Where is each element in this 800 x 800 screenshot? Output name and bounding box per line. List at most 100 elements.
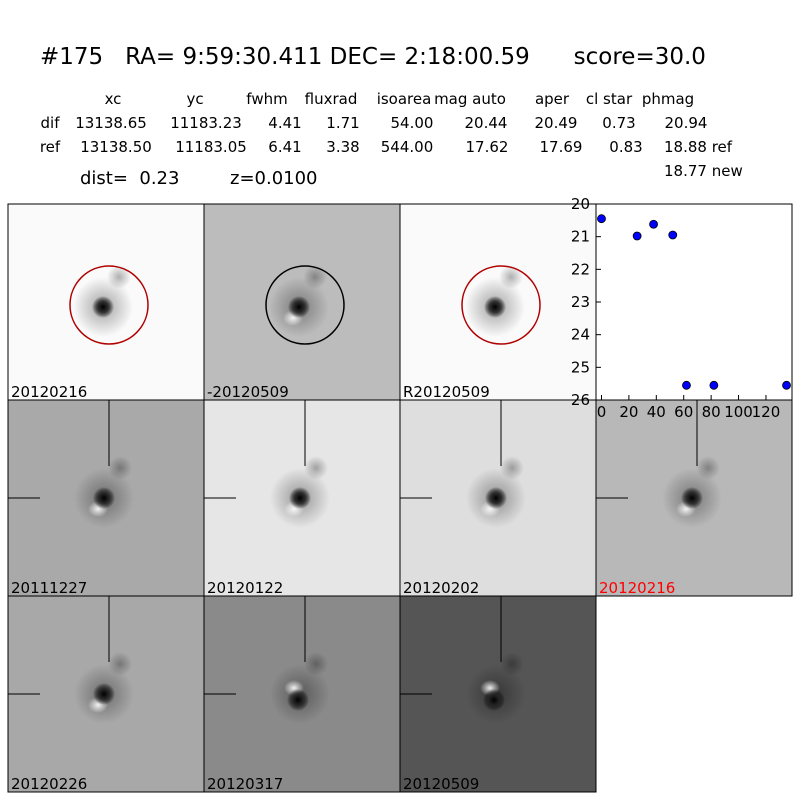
cell: 17.62: [466, 138, 509, 156]
cell: 544.00: [381, 138, 434, 156]
source-core: [484, 296, 506, 318]
x-tick-label: 20: [619, 403, 638, 421]
stamp: 20111227: [7, 399, 205, 597]
column-header: mag auto: [434, 90, 506, 108]
companion: [108, 456, 132, 480]
stamp-frame: [399, 595, 597, 793]
cell: 18.88 ref: [664, 138, 733, 156]
stamp: 20120202: [399, 399, 597, 597]
phmag-new: 18.77 new: [664, 162, 743, 180]
cell: 11183.05: [175, 138, 247, 156]
row-label: dif: [41, 114, 61, 132]
point: [782, 380, 791, 390]
cell: 13138.65: [75, 114, 147, 132]
point: [709, 380, 719, 390]
cell: 0.83: [609, 138, 642, 156]
stamp-label: 20120317: [207, 775, 283, 793]
x-tick-label: 40: [647, 403, 666, 421]
y-tick-label: 22: [571, 260, 590, 278]
cell: 54.00: [391, 114, 434, 132]
stamp-image: [8, 400, 204, 596]
source-core: [287, 689, 309, 711]
companion: [304, 456, 328, 480]
stamp-image: [596, 400, 792, 596]
stamp: 20120509: [399, 595, 597, 793]
companion: [304, 652, 328, 676]
y-tick-label: 26: [571, 391, 590, 409]
companion: [500, 652, 524, 676]
companion: [108, 652, 132, 676]
stamp-image: [400, 204, 596, 400]
cell: 13138.50: [80, 138, 152, 156]
y-tick-label: 25: [571, 358, 590, 376]
dist: dist= 0.23: [80, 168, 179, 189]
column-header: yc: [186, 90, 203, 108]
stamp: 20120317: [203, 595, 401, 793]
y-tick-label: 20: [571, 195, 590, 213]
aperture-circle: [69, 265, 149, 345]
cell: 20.44: [465, 114, 508, 132]
source-core: [93, 487, 115, 509]
point: [682, 380, 691, 390]
stamp-label: 20120122: [207, 579, 283, 597]
y-tick-label: 24: [571, 326, 590, 344]
source-core: [681, 487, 703, 509]
stamp-image: [204, 204, 400, 400]
x-tick-label: 0: [597, 403, 607, 421]
point: [597, 214, 606, 224]
companion: [303, 265, 327, 289]
title: #175 RA= 9:59:30.411 DEC= 2:18:00.59 sco…: [40, 44, 706, 70]
stamp-label: -20120509: [207, 383, 289, 401]
x-tick-label: 100: [724, 403, 753, 421]
companion: [500, 456, 524, 480]
stamp-image: [204, 596, 400, 792]
column-header: fluxrad: [305, 90, 358, 108]
x-tick-label: 60: [674, 403, 693, 421]
aperture-circle: [461, 265, 541, 345]
x-tick-label: 120: [752, 403, 781, 421]
x-tick-label: 80: [702, 403, 721, 421]
source-core: [92, 296, 114, 318]
column-header: fwhm: [246, 90, 287, 108]
point: [632, 231, 642, 241]
source-core: [483, 689, 505, 711]
aperture-circle: [265, 265, 345, 345]
stamp-image: [400, 596, 596, 792]
stamp: -20120509: [203, 203, 401, 401]
stamp: R20120509: [399, 203, 597, 401]
source-core: [93, 683, 115, 705]
stamp: 20120226: [7, 595, 205, 793]
stamp-label: R20120509: [403, 383, 490, 401]
stamp: 20120122: [203, 399, 401, 597]
companion: [107, 265, 131, 289]
source-core: [289, 487, 311, 509]
y-tick-label: 23: [571, 293, 590, 311]
cell: 4.41: [268, 114, 301, 132]
cell: 11183.23: [170, 114, 242, 132]
companion: [696, 456, 720, 480]
stamp: 20120216: [7, 203, 205, 401]
stamp-label: 20111227: [11, 579, 87, 597]
stamp-label: 20120202: [403, 579, 479, 597]
cell: 20.94: [665, 114, 708, 132]
stamp-image: [8, 204, 204, 400]
column-header: cl star: [586, 90, 633, 108]
column-header: isoarea: [377, 90, 432, 108]
cell: 3.38: [326, 138, 359, 156]
column-header: aper: [535, 90, 570, 108]
plot-area: [595, 203, 793, 401]
cell: 20.49: [535, 114, 578, 132]
stamp: 20120216: [595, 399, 793, 597]
redshift: z=0.0100: [230, 168, 318, 189]
stamp-label: 20120226: [11, 775, 87, 793]
stamp-label: 20120216: [599, 579, 675, 597]
stamp-label: 20120216: [11, 383, 87, 401]
stamp-image: [204, 400, 400, 596]
cell: 0.73: [602, 114, 635, 132]
cell: 6.41: [268, 138, 301, 156]
companion: [499, 265, 523, 289]
column-header: xc: [105, 90, 122, 108]
source-core: [485, 487, 507, 509]
cell: 1.71: [326, 114, 359, 132]
